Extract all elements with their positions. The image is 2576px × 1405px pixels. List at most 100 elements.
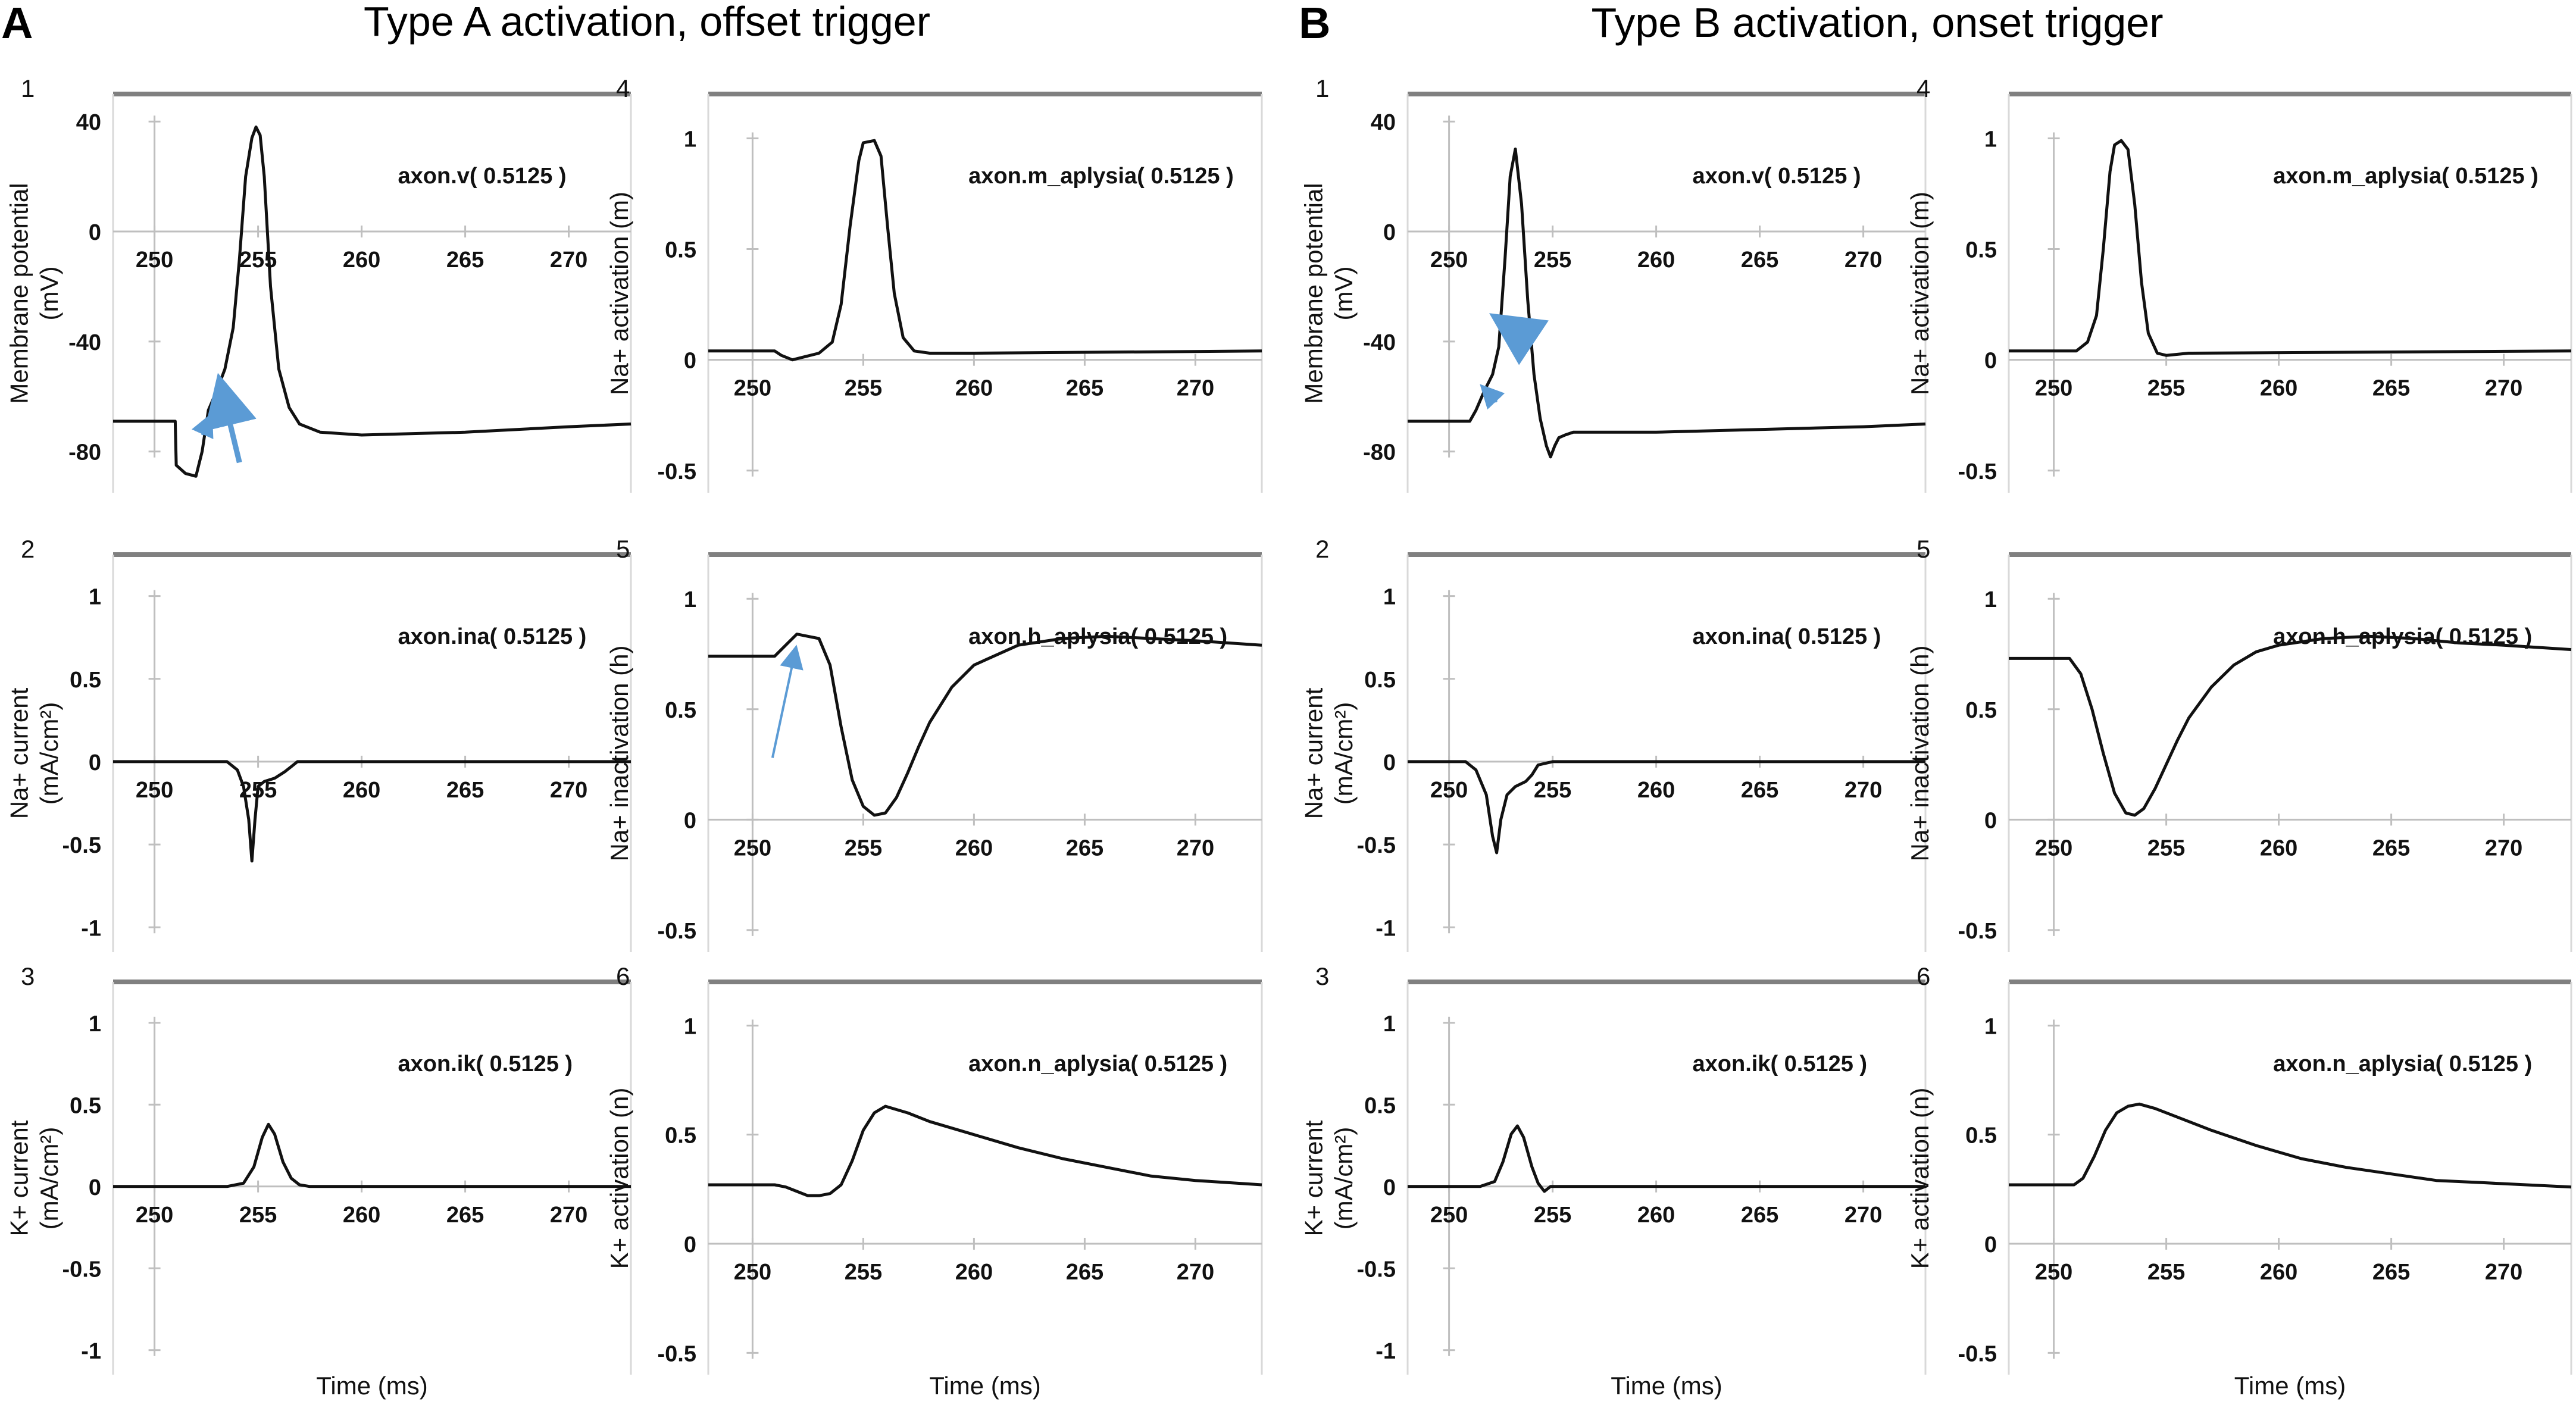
x-tick-label: 260 [1637, 778, 1675, 803]
y-axis-label: Na+ activation (m) [1906, 192, 1934, 395]
x-tick-label: 255 [1534, 778, 1571, 803]
y-tick-label: 1 [1984, 127, 1997, 152]
x-tick-label: 250 [1430, 1203, 1468, 1228]
x-tick-label: 250 [734, 836, 771, 860]
x-tick-label: 260 [343, 778, 380, 803]
chart-number: 6 [616, 962, 630, 990]
chart-number: 1 [1315, 74, 1329, 102]
chart-a1: 250 255 260 265 270 40 0 -40 -80 axon.v( 0.5125 )… [5, 74, 632, 493]
y-tick-label: 0.5 [1364, 1093, 1396, 1118]
chart-b2: 250 255 260 265 270 1 0.5 0 -0.5 -1 axon.ina( 0.51… [1300, 535, 1927, 952]
x-tick-label: 270 [1177, 1260, 1214, 1285]
x-tick-label: 270 [550, 1203, 587, 1228]
x-tick-label: 255 [845, 836, 882, 860]
y-tick-label: -40 [68, 330, 101, 355]
y-tick-label: -1 [81, 916, 101, 941]
trace-line [1408, 1124, 1925, 1193]
trace-line [708, 139, 1262, 362]
y-tick-label: 0.5 [70, 1093, 101, 1118]
x-tick-label: 260 [343, 1203, 380, 1228]
x-tick-label: 260 [955, 1260, 993, 1285]
y-tick-label: 0.5 [665, 1124, 696, 1149]
trace-line [113, 760, 631, 863]
trace-line [113, 1122, 631, 1188]
x-tick-label: 270 [1845, 248, 1882, 273]
x-tick-label: 260 [343, 248, 380, 273]
chart-a5: 250 255 260 265 27010.50-0.5axon.h_aplysia( … [605, 535, 1263, 952]
trace-line [113, 125, 632, 478]
y-tick-label: 0 [684, 808, 696, 833]
x-axis-label: Time (ms) [929, 1372, 1040, 1400]
y-tick-label: 0.5 [70, 668, 101, 693]
x-axis-label: Time (ms) [2234, 1372, 2346, 1400]
chart-number: 2 [1315, 535, 1329, 563]
series-annotation: axon.n_aplysia( 0.5125 ) [968, 1052, 1227, 1077]
chart-number: 2 [21, 535, 35, 563]
x-tick-label: 260 [955, 376, 993, 401]
x-tick-label: 255 [1534, 248, 1571, 273]
y-tick-label: -80 [1363, 440, 1396, 465]
x-tick-label: 250 [2035, 1260, 2072, 1285]
y-axis-label: Na+ current(mA/cm²) [5, 687, 63, 819]
series-annotation: axon.m_aplysia( 0.5125 ) [2273, 164, 2539, 189]
chart-number: 5 [616, 535, 630, 563]
y-tick-label: -0.5 [1958, 919, 1997, 944]
chart-b6: 250 255 260 265 270 1 0.5 0 -0.5 axon.n_aplysia( … [1906, 962, 2572, 1400]
x-tick-label: 265 [1066, 376, 1103, 401]
x-tick-label: 255 [845, 1260, 882, 1285]
x-tick-label: 255 [2147, 1260, 2185, 1285]
x-tick-label: 250 [2035, 376, 2072, 401]
arrow-marker [1489, 313, 1549, 365]
x-tick-label: 270 [550, 248, 587, 273]
x-tick-label: 270 [1845, 778, 1882, 803]
y-tick-label: 0 [1383, 220, 1396, 245]
x-tick-label: 255 [1534, 1203, 1571, 1228]
x-tick-label: 270 [1177, 376, 1214, 401]
chart-b3: 250 255 260 265 270 1 0.5 0 -0.5 -1 axon.ik( 0.512… [1300, 962, 1927, 1400]
series-annotation: axon.ik( 0.5125 ) [1693, 1052, 1868, 1077]
y-tick-label: 0.5 [1965, 698, 1997, 723]
y-tick-label: 40 [1371, 110, 1396, 135]
x-tick-label: 265 [2372, 1260, 2410, 1285]
series-annotation: axon.m_aplysia( 0.5125 ) [968, 164, 1234, 189]
x-tick-label: 250 [136, 778, 173, 803]
y-tick-label: 0 [1383, 750, 1396, 775]
y-tick-label: 1 [89, 1012, 101, 1037]
chart-number: 6 [1917, 962, 1930, 990]
series-annotation: axon.ik( 0.5125 ) [398, 1052, 573, 1077]
arrow-marker [204, 373, 257, 464]
y-axis-label: Membrane potential(mV) [5, 183, 63, 403]
x-tick-label: 250 [1430, 778, 1468, 803]
x-tick-label: 255 [239, 1203, 277, 1228]
trace-line [1408, 760, 1925, 855]
y-tick-label: -0.5 [1357, 833, 1396, 858]
y-tick-label: -80 [68, 440, 101, 465]
panel-a-label: A [1, 0, 33, 48]
y-tick-label: 1 [1383, 585, 1396, 610]
series-annotation: axon.v( 0.5125 ) [398, 164, 567, 189]
y-tick-label: 0.5 [1965, 238, 1997, 263]
chart-number: 5 [1917, 535, 1930, 563]
x-tick-label: 250 [734, 376, 771, 401]
chart-a3: 250 255 260 265 270 1 0.5 0 -0.5 -1 axon.ik( 0.512… [5, 962, 632, 1400]
trace-line [708, 633, 1262, 817]
x-tick-label: 255 [239, 248, 277, 273]
y-tick-label: -0.5 [658, 1341, 696, 1366]
x-tick-label: 265 [1741, 778, 1778, 803]
y-tick-label: 1 [684, 587, 696, 612]
x-tick-label: 250 [2035, 836, 2072, 860]
x-tick-label: 255 [2147, 836, 2185, 860]
y-tick-label: -40 [1363, 330, 1396, 355]
x-tick-label: 270 [2485, 1260, 2522, 1285]
y-tick-label: 0 [1383, 1175, 1396, 1200]
x-tick-label: 270 [1177, 836, 1214, 860]
y-axis-label: K+ activation (n) [605, 1088, 633, 1269]
series-annotation: axon.ina( 0.5125 ) [398, 624, 587, 649]
x-tick-label: 255 [2147, 376, 2185, 401]
x-tick-label: 265 [2372, 836, 2410, 860]
x-tick-label: 270 [2485, 836, 2522, 860]
